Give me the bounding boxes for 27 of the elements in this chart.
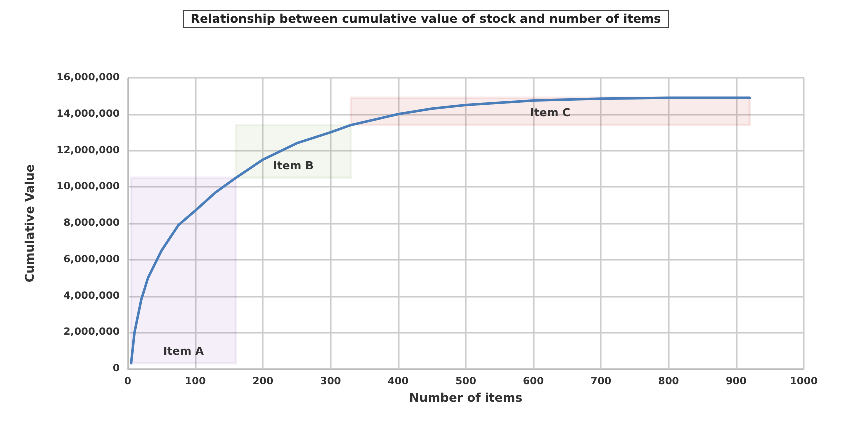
x-tick-label: 500 (456, 376, 476, 388)
y-tick-label: 16,000,000 (56, 72, 120, 84)
x-tick-label: 400 (388, 376, 409, 388)
line-series (130, 96, 752, 365)
y-axis-title: Cumulative Value (23, 164, 37, 283)
y-tick-label: 8,000,000 (64, 218, 120, 229)
x-tick-label: 600 (523, 376, 544, 388)
band-label: Item A (163, 344, 205, 358)
x-tick-label: 0 (124, 376, 132, 388)
y-tick-label: 12,000,000 (56, 145, 120, 156)
x-tick-label: 1000 (790, 376, 818, 388)
x-tick-label: 200 (252, 376, 274, 388)
y-tick-label: 4,000,000 (64, 290, 120, 302)
band-label: Item C (530, 106, 571, 120)
chart-title: Relationship between cumulative value of stock and number of items (190, 12, 662, 26)
x-tick-label: 300 (320, 376, 342, 388)
x-tick-label: 700 (590, 376, 612, 388)
y-tick-label: 2,000,000 (64, 327, 120, 338)
x-tick-label: 100 (185, 376, 206, 388)
y-tick-label: 14,000,000 (56, 108, 120, 120)
x-tick-label: 800 (658, 376, 680, 388)
y-tick-label: 6,000,000 (64, 254, 120, 266)
x-tick-label: 900 (726, 376, 747, 388)
y-tick-label: 10,000,000 (56, 182, 120, 193)
x-axis-title: Number of items (409, 390, 523, 405)
band-label: Item B (273, 159, 314, 172)
y-tick-label: 0 (113, 364, 120, 374)
